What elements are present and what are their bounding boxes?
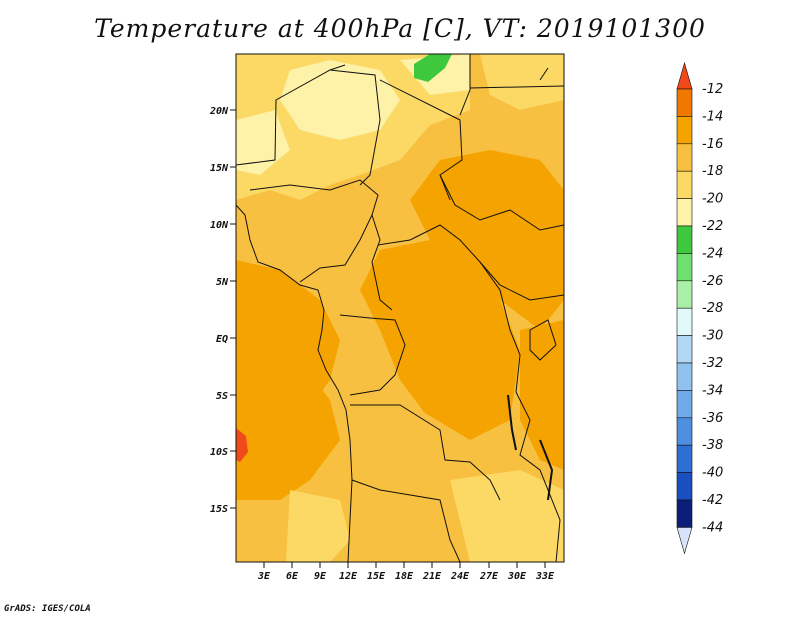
lon-label: 21E <box>422 571 442 582</box>
lat-label: 5N <box>216 277 229 288</box>
colorbar-label: -22 <box>702 219 723 234</box>
colorbar-swatch <box>676 362 693 391</box>
temperature-field <box>236 54 564 562</box>
border-congo <box>339 314 406 396</box>
lon-label: 27E <box>479 571 499 582</box>
chart-title: Temperature at 400hPa [C], VT: 201910130… <box>94 14 706 43</box>
lat-axis: 20N 15N 10N 5N EQ 5S 10S 15S <box>209 106 236 515</box>
border-egypt-sudan <box>469 85 564 89</box>
lon-label: 15E <box>367 571 386 582</box>
colorbar-label: -12 <box>702 82 723 97</box>
field-green-patch <box>414 54 452 82</box>
lon-label: 33E <box>535 571 555 582</box>
field-south-light <box>450 470 564 562</box>
field-north-pale <box>280 60 400 140</box>
grads-credit: GrADS: IGES/COLA <box>4 604 91 614</box>
lat-label: 5S <box>216 391 228 402</box>
border-nigeria <box>249 179 379 283</box>
colorbar-swatch <box>676 198 693 227</box>
colorbar-swatch <box>676 280 693 309</box>
colorbar-swatch <box>676 335 693 364</box>
lon-label: 18E <box>395 571 414 582</box>
border-sudan <box>439 174 564 231</box>
colorbar-bottom-arrow <box>676 527 693 555</box>
colorbar-label: -26 <box>702 274 723 289</box>
map-frame <box>235 53 565 563</box>
border-west-sahara <box>236 64 346 166</box>
colorbar-swatch <box>676 170 693 199</box>
colorbar-label: -44 <box>702 520 723 535</box>
lon-label: 9E <box>314 571 327 582</box>
border-southeast <box>515 391 561 562</box>
lat-label: 15S <box>210 504 228 515</box>
lon-label: 24E <box>450 571 470 582</box>
colorbar-swatch <box>676 88 693 117</box>
colorbar-label: -28 <box>702 301 723 316</box>
colorbar-label: -34 <box>702 383 723 398</box>
lake-tanganyika <box>507 394 517 451</box>
colorbar-label: -36 <box>702 411 723 426</box>
colorbar-label: -32 <box>702 356 723 371</box>
colorbar-swatch <box>676 116 693 145</box>
colorbar-label: -16 <box>702 137 723 152</box>
lon-label: 6E <box>286 571 299 582</box>
border-car-south <box>377 224 564 301</box>
colorbar-label: -20 <box>702 192 723 207</box>
lon-label: 12E <box>339 571 358 582</box>
colorbar-swatch <box>676 472 693 501</box>
colorbar-swatch <box>676 225 693 254</box>
colorbar-label: -38 <box>702 438 723 453</box>
border-mali-niger <box>329 69 381 186</box>
colorbar-swatch <box>676 307 693 336</box>
field-central-warm <box>360 240 520 440</box>
boundaries <box>236 54 564 562</box>
colorbar-label: -42 <box>702 493 723 508</box>
lake-victoria <box>529 319 557 361</box>
lat-label: 20N <box>209 106 229 117</box>
border-niger-chad <box>379 79 463 201</box>
lake-malawi <box>539 439 554 501</box>
colorbar-label: -24 <box>702 246 723 261</box>
border-angola-zambia <box>350 404 501 501</box>
lon-axis: 3E 6E 9E 12E 15E 18E 21E 24E 27E 30E 33E <box>257 562 555 582</box>
field-se-warm <box>520 320 564 470</box>
border-namibia <box>351 479 461 562</box>
field-sw-warm <box>236 330 340 500</box>
nile-delta <box>539 67 549 81</box>
border-cameroon <box>371 214 393 311</box>
colorbar-swatch <box>676 444 693 473</box>
colorbar-swatch <box>676 143 693 172</box>
colorbar-swatch <box>676 417 693 446</box>
border-drc-east <box>479 261 521 393</box>
colorbar-swatch <box>676 253 693 282</box>
colorbar-label: -40 <box>702 466 723 481</box>
colorbar-swatch <box>676 390 693 419</box>
border-libya <box>459 54 471 116</box>
colorbar-label: -18 <box>702 164 723 179</box>
lat-label: EQ <box>216 334 228 345</box>
field-sw-light <box>286 490 350 562</box>
lat-label: 10N <box>210 220 229 231</box>
lon-label: 30E <box>507 571 527 582</box>
field-ne-light <box>480 54 564 110</box>
lon-label: 3E <box>257 571 271 582</box>
colorbar: -12 -14 -16 -18 -20 -22 -24 -26 -28 -30 -32 -34 -36 -… <box>676 61 723 555</box>
field-nw-pale <box>236 110 290 175</box>
lat-label: 10S <box>210 447 228 458</box>
colorbar-top-arrow <box>676 61 693 90</box>
colorbar-label: -30 <box>702 329 723 344</box>
west-coastline <box>236 204 353 562</box>
colorbar-swatch <box>676 499 693 528</box>
colorbar-label: -14 <box>702 109 723 124</box>
lat-label: 15N <box>210 163 229 174</box>
field-west-hot <box>236 428 248 462</box>
